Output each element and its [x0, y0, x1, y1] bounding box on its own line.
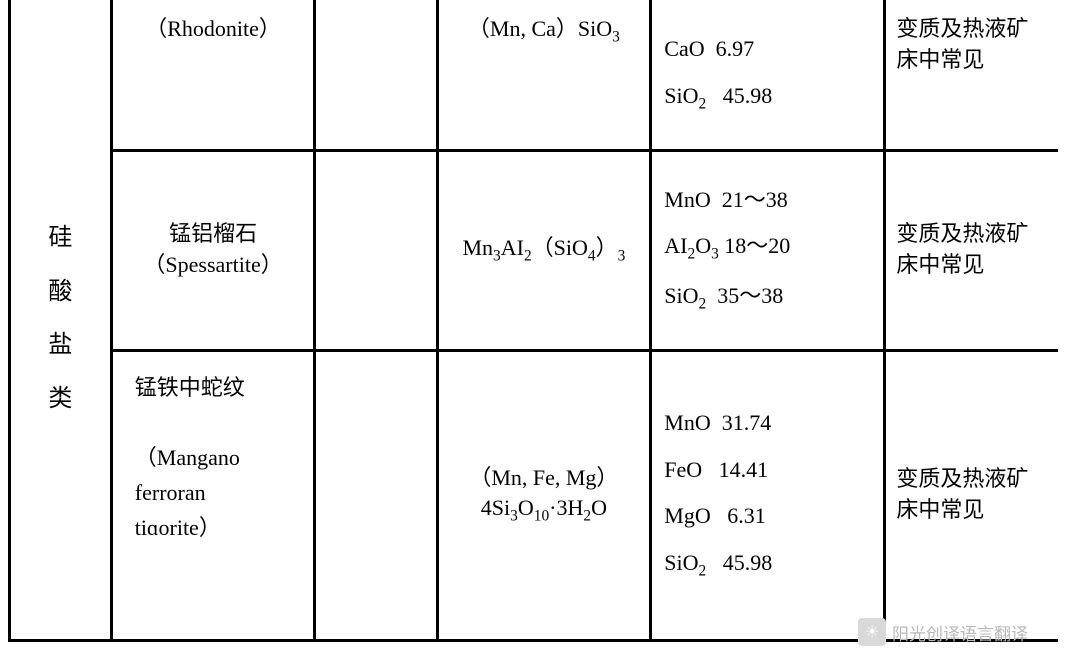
formula: （Mn, Ca）SiO3	[437, 0, 651, 150]
watermark: ☀ 阳光创译语言翻译	[858, 618, 1028, 646]
composition: MnO 31.74 FeO 14.41 MgO 6.31 SiO2 45.98	[651, 350, 885, 640]
table-row: 硅 酸 盐 类 （Rhodonite） （Mn, Ca）SiO3 CaO 6.9…	[10, 0, 1059, 150]
composition: CaO 6.97 SiO2 45.98	[651, 0, 885, 150]
minerals-table: 硅 酸 盐 类 （Rhodonite） （Mn, Ca）SiO3 CaO 6.9…	[8, 0, 1058, 642]
formula: Mn3AI2（SiO4）3	[437, 150, 651, 350]
composition: MnO 21～38 AI2O3 18～20 SiO2 35～38	[651, 150, 885, 350]
table-row: 锰铝榴石（Spessartite） Mn3AI2（SiO4）3 MnO 21～3…	[10, 150, 1059, 350]
cat-char: 类	[21, 383, 100, 417]
formula: （Mn, Fe, Mg）4Si3O10·3H2O	[437, 350, 651, 640]
blank-cell	[315, 0, 437, 150]
wechat-icon: ☀	[858, 618, 886, 646]
mineral-name: （Rhodonite）	[111, 0, 315, 150]
cat-char: 酸	[21, 276, 100, 310]
category-cell: 硅 酸 盐 类	[10, 0, 112, 640]
table-row: 锰铁中蛇纹（Manganoferrorantiɑorite） （Mn, Fe, …	[10, 350, 1059, 640]
watermark-text: 阳光创译语言翻译	[892, 620, 1028, 645]
cat-char: 硅	[21, 222, 100, 256]
occurrence: 变质及热液矿床中常见	[885, 350, 1058, 640]
blank-cell	[315, 150, 437, 350]
blank-cell	[315, 350, 437, 640]
cat-char: 盐	[21, 329, 100, 363]
mineral-name: 锰铝榴石（Spessartite）	[111, 150, 315, 350]
mineral-name: 锰铁中蛇纹（Manganoferrorantiɑorite）	[111, 350, 315, 640]
occurrence: 变质及热液矿床中常见	[885, 150, 1058, 350]
occurrence: 变质及热液矿床中常见	[885, 0, 1058, 150]
